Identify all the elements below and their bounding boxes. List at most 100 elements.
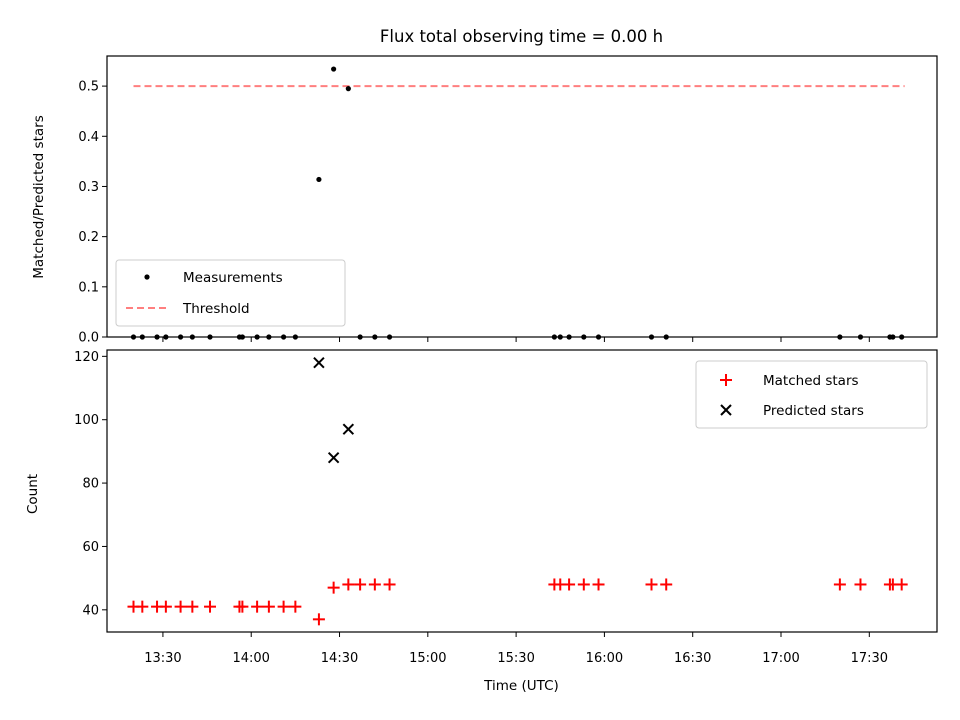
bottom-y-tick-label: 40 (82, 603, 99, 618)
measurement-point (581, 334, 587, 340)
top-y-axis-label: Matched/Predicted stars (31, 115, 47, 278)
measurement-point (239, 334, 245, 340)
matched-stars-point (174, 600, 187, 613)
measurement-point (890, 334, 896, 340)
measurement-point (595, 334, 602, 340)
measurement-point (139, 334, 145, 340)
measurement-point (837, 334, 843, 340)
top-y-tick-label: 0.4 (78, 130, 99, 145)
matched-stars-point (833, 578, 846, 591)
matched-stars-point (645, 578, 658, 591)
matched-stars-point (236, 600, 249, 613)
measurement-point (551, 334, 557, 340)
measurement-point (154, 334, 160, 340)
chart-title: Flux total observing time = 0.00 h (380, 27, 663, 46)
matched-stars-point (159, 600, 172, 613)
x-tick-label: 15:30 (497, 651, 534, 666)
legend-predicted-label: Predicted stars (763, 403, 864, 419)
measurements-series (130, 66, 905, 340)
x-tick-label: 13:30 (144, 651, 181, 666)
top-x-ticks (162, 337, 870, 342)
measurement-point (207, 334, 213, 340)
x-tick-label: 16:00 (586, 651, 623, 666)
x-tick-label: 17:00 (762, 651, 799, 666)
matched-stars-point (342, 578, 355, 591)
top-y-tick-label: 0.0 (78, 331, 99, 346)
measurement-point (386, 334, 393, 340)
bottom-y-tick-label: 60 (82, 540, 99, 555)
matched-stars-point (327, 581, 340, 594)
predicted-stars-point (313, 356, 325, 369)
measurement-point (254, 334, 260, 340)
measurement-point (663, 334, 669, 340)
bottom-y-tick-label: 120 (74, 350, 99, 365)
matched-stars-point (251, 600, 264, 613)
bottom-y-axis-label: Count (25, 474, 41, 514)
top-y-tick-label: 0.5 (78, 80, 99, 95)
legend-matched-marker (720, 374, 732, 386)
x-tick-label: 15:00 (409, 651, 446, 666)
matched-stars-point (895, 578, 908, 591)
bottom-legend: Matched stars Predicted stars (695, 360, 928, 429)
measurement-point (266, 334, 272, 340)
predicted-stars-point (342, 423, 355, 435)
measurement-point (557, 334, 563, 340)
legend-predicted-marker (720, 404, 732, 416)
x-axis-label: Time (UTC) (483, 678, 559, 694)
measurement-point (163, 334, 169, 340)
matched-stars-point (577, 578, 590, 591)
legend-threshold-label: Threshold (182, 301, 250, 317)
matched-stars-point (277, 600, 290, 613)
matched-stars-point (592, 578, 605, 591)
bottom-panel: Count Time (UTC) 40 60 80 100 120 13:30 14:00… (25, 349, 938, 694)
bottom-y-tick-label: 100 (74, 413, 99, 428)
matched-stars-point (354, 578, 367, 591)
predicted-stars-point (327, 452, 340, 464)
top-plot-frame (106, 55, 938, 338)
matched-stars-point (262, 600, 275, 613)
bottom-y-ticks: 40 60 80 100 120 (74, 350, 107, 618)
matched-stars-point (368, 578, 381, 591)
measurement-point (899, 334, 905, 340)
top-y-tick-label: 0.3 (78, 180, 99, 195)
x-tick-label: 14:00 (232, 651, 269, 666)
bottom-y-tick-label: 80 (82, 477, 99, 492)
matched-stars-point (289, 600, 302, 613)
measurement-point (566, 334, 572, 340)
measurement-point (331, 66, 337, 72)
matched-stars-point (660, 578, 673, 591)
measurement-point (177, 334, 184, 340)
measurement-point (345, 86, 351, 92)
measurement-point (292, 334, 298, 340)
top-panel: Flux total observing time = 0.00 h Match… (31, 27, 938, 346)
matched-stars-point (563, 578, 576, 591)
matched-stars-point (204, 600, 217, 613)
measurement-point (648, 334, 655, 340)
matched-stars-point (312, 613, 325, 626)
bottom-x-ticks: 13:30 14:00 14:30 15:00 15:30 16:00 16:30 17:00… (144, 632, 888, 666)
top-y-tick-label: 0.2 (78, 230, 99, 245)
predicted-stars-series (313, 356, 355, 464)
measurement-point (130, 334, 137, 340)
x-tick-label: 14:30 (321, 651, 358, 666)
measurement-point (316, 176, 322, 183)
legend-matched-label: Matched stars (763, 373, 859, 389)
matched-stars-point (186, 600, 199, 613)
top-y-ticks: 0.0 0.1 0.2 0.3 0.4 0.5 (78, 80, 107, 346)
measurement-point (280, 334, 287, 340)
top-y-tick-label: 0.1 (78, 280, 99, 295)
bottom-plot-frame (106, 349, 938, 633)
legend-measurements-label: Measurements (183, 270, 283, 286)
matched-stars-point (136, 600, 149, 613)
measurement-point (372, 334, 378, 340)
measurement-point (357, 334, 363, 340)
matched-stars-series (127, 578, 908, 626)
legend-measurements-marker (144, 274, 150, 280)
top-legend: Measurements Threshold (115, 259, 346, 327)
x-tick-label: 16:30 (674, 651, 711, 666)
x-tick-label: 17:30 (851, 651, 888, 666)
measurement-point (189, 334, 195, 340)
matched-stars-point (383, 578, 396, 591)
measurement-point (857, 334, 864, 340)
